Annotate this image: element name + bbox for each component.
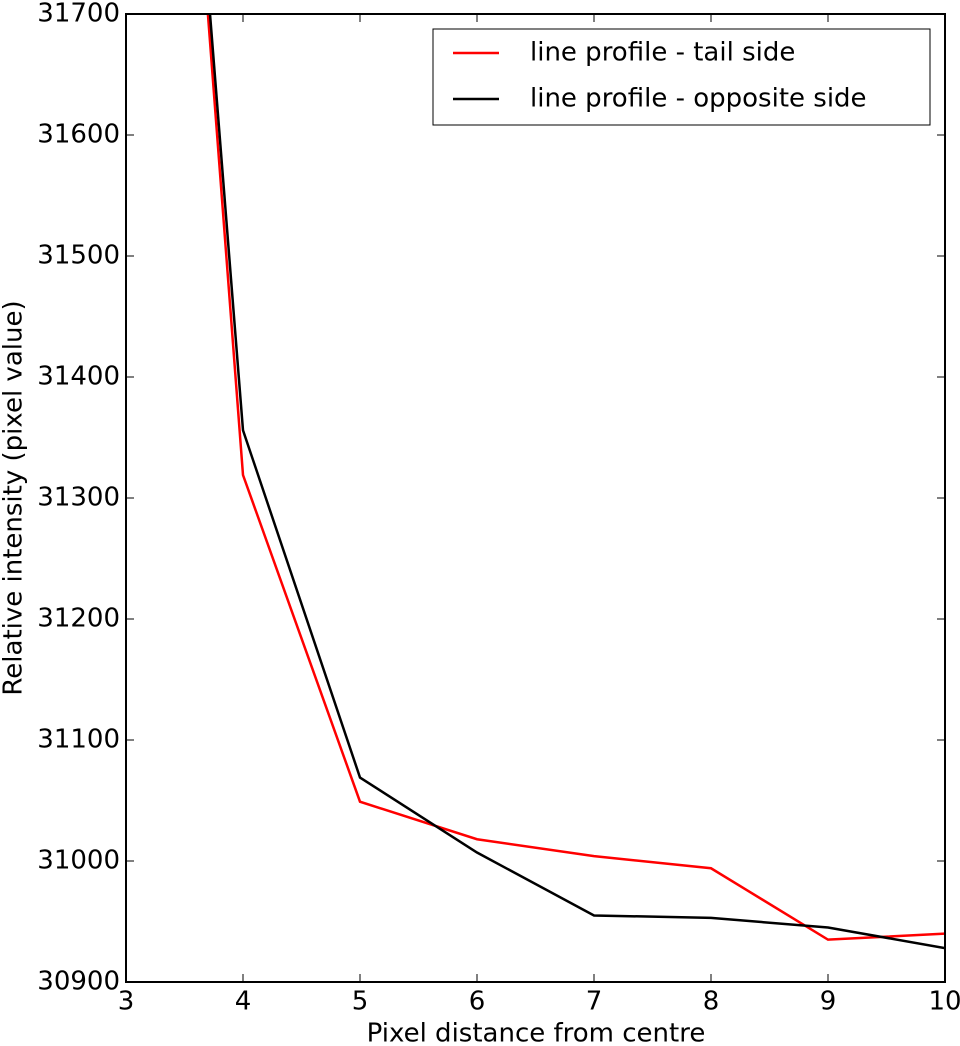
data-line bbox=[206, 14, 945, 941]
y-tick-label: 30900 bbox=[37, 967, 120, 997]
x-tick-label: 8 bbox=[703, 987, 720, 1017]
x-tick-label: 7 bbox=[586, 987, 603, 1017]
legend-label: line profile - tail side bbox=[530, 38, 795, 68]
legend-box bbox=[432, 28, 931, 126]
y-axis-label: Relative intensity (pixel value) bbox=[0, 300, 29, 695]
plot-lines bbox=[206, 14, 945, 950]
x-tick-label: 6 bbox=[469, 987, 486, 1017]
data-line bbox=[208, 14, 945, 950]
x-tick-label: 4 bbox=[235, 987, 252, 1017]
y-tick-label: 31100 bbox=[37, 725, 120, 755]
y-tick-label: 31400 bbox=[37, 362, 120, 392]
y-tick-label: 31000 bbox=[37, 846, 120, 876]
y-tick-label: 31200 bbox=[37, 604, 120, 634]
x-axis-label: Pixel distance from centre bbox=[367, 1019, 706, 1046]
x-tick-label: 10 bbox=[928, 987, 960, 1017]
y-tick-label: 31600 bbox=[37, 120, 120, 150]
y-tick-label: 31300 bbox=[37, 483, 120, 513]
y-tick-label: 31700 bbox=[37, 0, 120, 29]
y-tick-label: 31500 bbox=[37, 241, 120, 271]
plot-frame bbox=[125, 13, 946, 983]
x-tick-label: 9 bbox=[820, 987, 837, 1017]
x-tick-label: 3 bbox=[118, 987, 135, 1017]
legend-label: line profile - opposite side bbox=[530, 84, 867, 114]
x-tick-label: 5 bbox=[352, 987, 369, 1017]
